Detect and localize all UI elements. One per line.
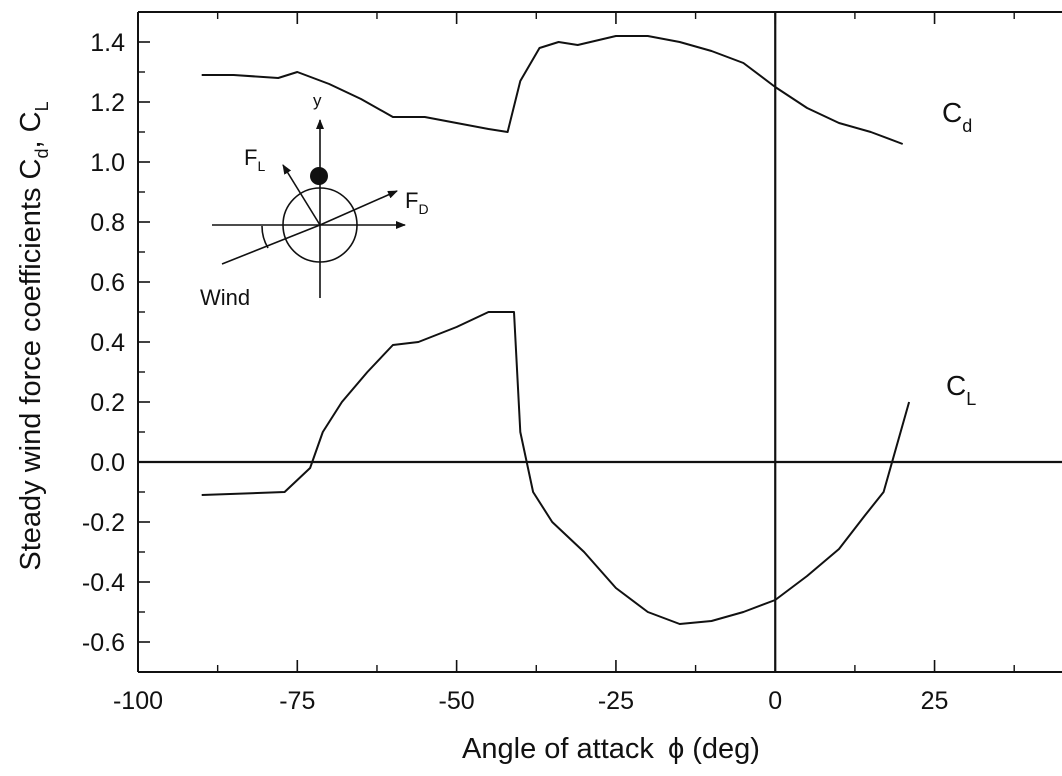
plot-frame [137,11,1062,673]
x-tick-label: -50 [439,687,475,715]
series-label-cl: CL [946,370,976,409]
drag-force-arrow [319,190,398,226]
y-tick-label: 0.2 [90,389,125,417]
series-line-cl [201,311,911,625]
series-label-cd: Cd [942,97,972,136]
y-tick-label: 0.6 [90,269,125,297]
x-tick-label: 25 [921,687,949,715]
x-tick-label: -100 [113,687,163,715]
force-diagram-inset: y FL FD Wind [200,91,429,310]
series-lines [201,35,911,625]
reference-lines [138,12,1062,672]
y-tick-label: 1.4 [90,29,125,57]
inset-drag-label: FD [405,188,429,217]
y-tick-label: -0.2 [82,509,125,537]
x-axis-ticks: -100 -75 -50 -25 0 25 [113,12,1015,715]
angle-of-attack-arc [261,225,269,249]
y-axis-label: Steady wind force coefficients Cd, CL [15,101,52,570]
inset-y-label: y [313,91,322,110]
inset-wind-label: Wind [200,285,250,310]
x-tick-label: 0 [768,687,782,715]
y-axis-ticks: -0.6 -0.4 -0.2 0.0 0.2 0.4 0.6 0.8 1.0 1.2 1.4 [82,29,150,657]
inset-lift-label: FL [244,145,265,174]
y-tick-label: 1.0 [90,149,125,177]
x-tick-label: -25 [598,687,634,715]
wind-direction-line [221,224,321,265]
y-tick-label: -0.6 [82,629,125,657]
y-tick-label: 0.8 [90,209,125,237]
x-axis-label: Angle of attack ϕ (deg) [462,733,760,765]
lift-force-arrow [282,164,321,226]
ice-accretion-dot [310,167,328,185]
series-line-cd [201,35,904,145]
y-tick-label: 0.4 [90,329,125,357]
y-tick-label: 1.2 [90,89,125,117]
y-tick-label: -0.4 [82,569,125,597]
y-tick-label: 0.0 [90,449,125,477]
x-tick-label: -75 [279,687,315,715]
